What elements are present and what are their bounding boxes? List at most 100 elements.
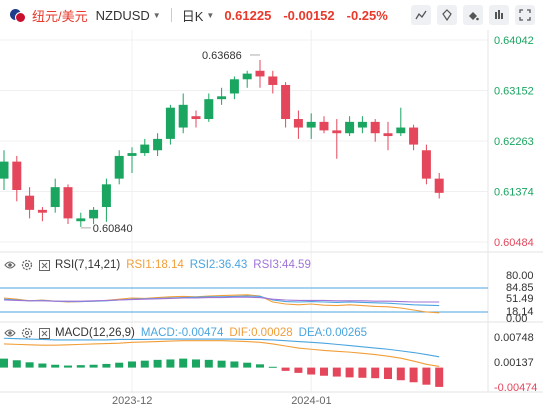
price-change-percent: -0.25% xyxy=(346,7,388,23)
candle-body xyxy=(357,121,367,128)
macd-axis-label: 0.00748 xyxy=(494,332,534,344)
macd-histogram-bar xyxy=(51,364,60,368)
dea-value: DEA:0.00265 xyxy=(298,327,368,339)
rsi3-value: RSI3:44.59 xyxy=(253,259,311,271)
candle-body xyxy=(409,127,419,145)
macd-histogram-bar xyxy=(345,367,354,378)
macd-histogram-bar xyxy=(38,363,47,368)
symbol-selector[interactable]: NZDUSD xyxy=(95,7,150,23)
dif-line xyxy=(3,340,440,367)
close-box-icon[interactable] xyxy=(38,327,50,339)
macd-histogram-bar xyxy=(115,362,124,368)
macd-histogram-bar xyxy=(371,367,380,379)
candle-body xyxy=(63,187,73,219)
eye-toggle-icon[interactable] xyxy=(4,327,16,339)
candle-body xyxy=(268,76,278,85)
expand-icon[interactable] xyxy=(515,5,535,25)
macd-histogram-bar xyxy=(166,359,175,368)
macd-panel: 0.00748 0.00137 -0.00474 xyxy=(0,332,537,394)
candle-body xyxy=(114,155,124,179)
dea-line xyxy=(3,337,440,358)
macd-histogram-bar xyxy=(89,364,98,368)
indicator-icon[interactable] xyxy=(437,5,457,25)
period-selector[interactable]: 日K xyxy=(181,8,204,24)
macd-histogram-bar xyxy=(25,362,34,368)
chart-toolbar: 纽元/美元 NZDUSD ▼ 日K ▼ 0.61225 -0.00152 -0.… xyxy=(0,0,543,30)
price-axis-label: 0.60484 xyxy=(494,237,534,249)
chart-area[interactable]: 0.64042 0.63152 0.62263 0.61374 0.60484 0.63… xyxy=(0,30,543,413)
candle-body xyxy=(255,70,265,77)
grid-lines xyxy=(0,30,543,393)
macd-header: MACD(12,26,9) MACD:-0.00474 DIF:0.00028 … xyxy=(4,326,373,340)
macd-histogram-bar xyxy=(217,360,226,368)
macd-histogram-bar xyxy=(243,362,252,368)
macd-histogram-bar xyxy=(422,367,431,385)
settings-gear-icon[interactable] xyxy=(21,259,33,271)
candle-body xyxy=(76,218,86,222)
dif-value: DIF:0.00028 xyxy=(229,327,293,339)
candle-body xyxy=(50,187,60,208)
eye-icon[interactable] xyxy=(489,5,509,25)
price-axis-label: 0.61374 xyxy=(494,186,534,198)
price-axis-label: 0.63152 xyxy=(494,86,534,98)
candle-body xyxy=(204,99,214,120)
price-axis-label: 0.64042 xyxy=(494,35,534,47)
candle-body xyxy=(319,121,329,131)
eye-toggle-icon[interactable] xyxy=(4,259,16,271)
fill-icon[interactable] xyxy=(463,5,483,25)
macd-histogram-bar xyxy=(256,364,264,368)
pair-name: 纽元/美元 xyxy=(32,8,88,24)
macd-histogram-bar xyxy=(358,367,367,378)
time-axis: 2023-12 2024-01 xyxy=(112,395,332,407)
candle-body xyxy=(229,79,239,94)
rsi-axis-label: 18.14 xyxy=(506,306,534,318)
macd-histogram-bar xyxy=(230,361,239,368)
rsi1-value: RSI1:18.14 xyxy=(126,259,184,271)
macd-histogram-bar xyxy=(332,367,341,377)
toolbar-divider xyxy=(170,8,172,22)
candle-body xyxy=(191,116,201,120)
settings-gear-icon[interactable] xyxy=(21,327,33,339)
low-annotation: 0.60840 xyxy=(93,223,133,235)
macd-histogram-bar xyxy=(268,366,277,368)
candle-body xyxy=(127,153,137,156)
rsi3-line xyxy=(3,296,440,303)
time-axis-label: 2024-01 xyxy=(291,395,331,407)
rsi-axis-label: 84.85 xyxy=(506,282,534,294)
candle-body xyxy=(217,96,227,100)
candle-body xyxy=(178,104,188,128)
macd-histogram-bar xyxy=(179,358,188,368)
macd-histogram-bar xyxy=(384,367,392,379)
macd-histogram-bar xyxy=(153,359,162,368)
macd-histogram-bar xyxy=(0,358,8,368)
macd-histogram-bar xyxy=(102,363,111,368)
candlestick-series xyxy=(0,59,444,227)
candle-body xyxy=(25,195,35,210)
macd-histogram-bar xyxy=(64,365,72,368)
macd-histogram-bar xyxy=(140,360,149,368)
time-axis-label: 2023-12 xyxy=(112,395,152,407)
macd-histogram-bar xyxy=(281,367,290,371)
line-draw-icon[interactable] xyxy=(411,5,431,25)
rsi-axis-label: 80.00 xyxy=(506,270,534,282)
candle-body xyxy=(332,130,342,134)
candle-body xyxy=(0,161,9,179)
candle-body xyxy=(383,133,393,137)
chevron-down-icon[interactable]: ▼ xyxy=(152,10,161,20)
rsi-axis-label: 0.00 xyxy=(506,313,527,325)
candle-body xyxy=(421,150,431,179)
macd-axis-label: 0.00137 xyxy=(494,357,534,369)
currency-pair-flag-icon xyxy=(10,7,26,23)
close-box-icon[interactable] xyxy=(38,259,50,271)
candle-body xyxy=(293,119,303,128)
candle-body xyxy=(345,121,355,134)
last-price: 0.61225 xyxy=(224,7,272,23)
macd-histogram-bar xyxy=(294,367,303,373)
price-axis: 0.64042 0.63152 0.62263 0.61374 0.60484 xyxy=(494,35,534,249)
macd-histogram-bar xyxy=(409,367,418,383)
chevron-down-icon[interactable]: ▼ xyxy=(206,10,215,20)
macd-histogram-bar xyxy=(320,367,328,376)
candle-body xyxy=(396,127,406,134)
rsi-axis-label: 51.49 xyxy=(506,293,534,305)
